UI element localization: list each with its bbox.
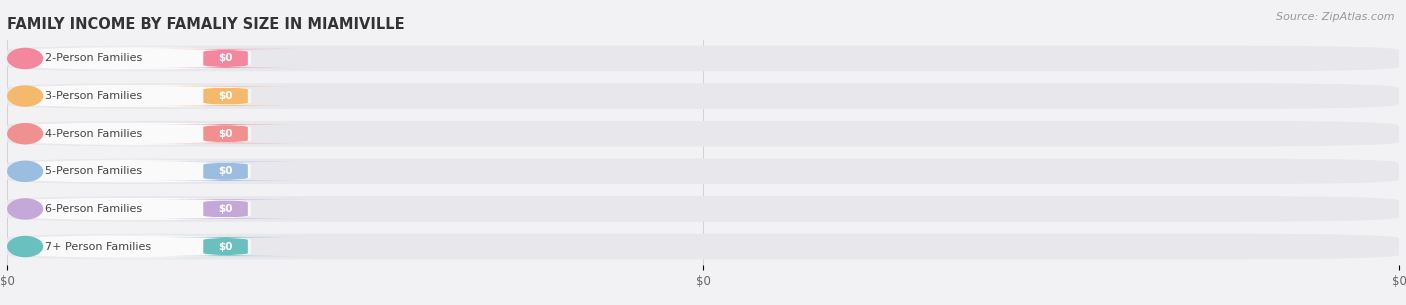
Text: 5-Person Families: 5-Person Families [45, 166, 142, 176]
FancyBboxPatch shape [10, 197, 250, 221]
Ellipse shape [7, 160, 44, 182]
FancyBboxPatch shape [136, 237, 315, 256]
FancyBboxPatch shape [136, 87, 315, 106]
FancyBboxPatch shape [7, 46, 1399, 71]
FancyBboxPatch shape [7, 83, 1399, 109]
Text: Source: ZipAtlas.com: Source: ZipAtlas.com [1277, 12, 1395, 22]
Text: $0: $0 [218, 53, 233, 63]
Ellipse shape [7, 198, 44, 220]
Ellipse shape [7, 48, 44, 69]
Ellipse shape [7, 236, 44, 257]
FancyBboxPatch shape [136, 162, 315, 181]
Ellipse shape [7, 85, 44, 107]
FancyBboxPatch shape [7, 121, 1399, 146]
Text: 2-Person Families: 2-Person Families [45, 53, 142, 63]
Text: $0: $0 [218, 91, 233, 101]
FancyBboxPatch shape [7, 159, 1399, 184]
FancyBboxPatch shape [7, 196, 1399, 222]
Text: 3-Person Families: 3-Person Families [45, 91, 142, 101]
Text: $0: $0 [218, 204, 233, 214]
Text: 7+ Person Families: 7+ Person Families [45, 242, 150, 252]
FancyBboxPatch shape [10, 160, 250, 183]
FancyBboxPatch shape [136, 124, 315, 143]
Text: $0: $0 [218, 166, 233, 176]
Text: $0: $0 [218, 242, 233, 252]
Text: $0: $0 [218, 129, 233, 139]
FancyBboxPatch shape [10, 122, 250, 145]
Text: FAMILY INCOME BY FAMALIY SIZE IN MIAMIVILLE: FAMILY INCOME BY FAMALIY SIZE IN MIAMIVI… [7, 16, 405, 31]
FancyBboxPatch shape [136, 49, 315, 68]
Ellipse shape [7, 123, 44, 145]
Text: 4-Person Families: 4-Person Families [45, 129, 142, 139]
FancyBboxPatch shape [10, 84, 250, 108]
Text: 6-Person Families: 6-Person Families [45, 204, 142, 214]
FancyBboxPatch shape [7, 234, 1399, 259]
FancyBboxPatch shape [10, 47, 250, 70]
FancyBboxPatch shape [10, 235, 250, 258]
FancyBboxPatch shape [136, 199, 315, 218]
